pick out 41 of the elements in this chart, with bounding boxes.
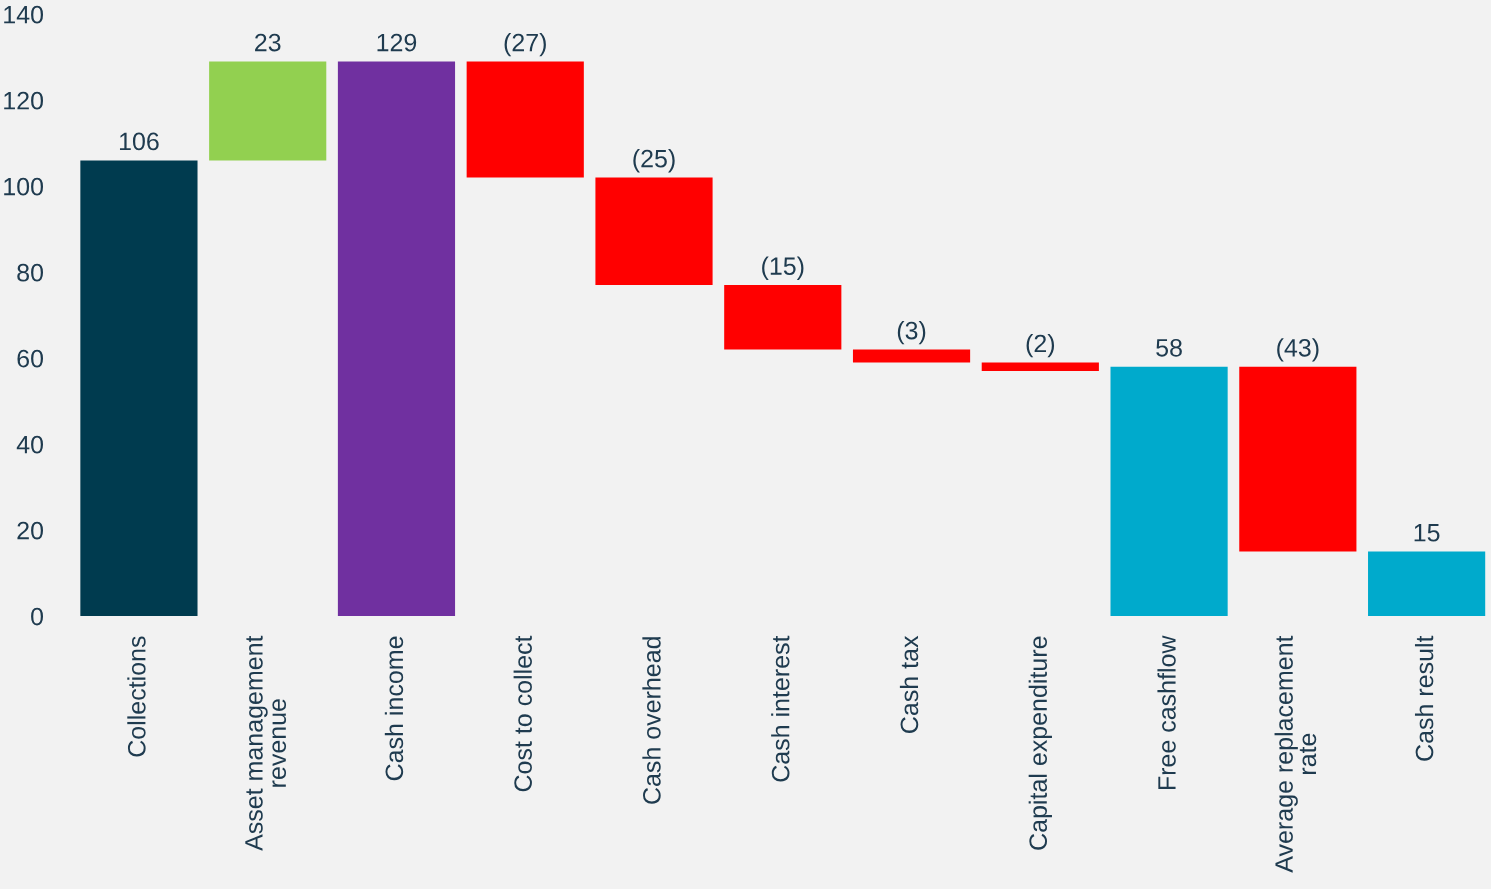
x-tick-label: Asset management revenue — [245, 635, 287, 851]
y-tick-label: 120 — [4, 91, 44, 110]
y-tick-label: 80 — [17, 263, 44, 282]
bar — [337, 61, 456, 617]
data-label: (25) — [633, 149, 675, 173]
bar — [209, 61, 327, 161]
y-tick-label: 20 — [17, 521, 44, 540]
data-label: (3) — [897, 321, 926, 345]
data-label: 15 — [1414, 524, 1440, 542]
data-label: 58 — [1156, 338, 1182, 357]
data-label: (27) — [504, 33, 546, 57]
y-tick-label: 100 — [4, 177, 44, 196]
x-tick-label: Free cashflow — [1157, 635, 1176, 790]
bar — [80, 160, 198, 617]
data-label: 106 — [119, 132, 159, 151]
x-tick-label: Capital expenditure — [1028, 636, 1052, 850]
y-tick-label: 0 — [31, 607, 44, 626]
x-tick-label: Average replacement rate — [1274, 635, 1317, 873]
bar — [595, 177, 713, 286]
bar — [852, 349, 971, 363]
x-tick-label: Cash overhead — [642, 637, 661, 804]
y-tick-label: 60 — [17, 349, 44, 368]
y-tick-label: 140 — [4, 5, 44, 24]
data-label: 23 — [255, 33, 281, 52]
bar — [1110, 366, 1228, 617]
bar — [981, 362, 1099, 372]
x-tick-label: Cash tax — [899, 635, 919, 733]
x-tick-label: Collections — [127, 636, 146, 757]
bar — [1239, 366, 1357, 552]
x-tick-label: Cost to collect — [513, 635, 532, 792]
bar — [724, 285, 842, 350]
data-label: (2) — [1026, 333, 1055, 358]
x-tick-label: Cash result — [1414, 635, 1434, 761]
x-tick-label: Cash interest — [771, 635, 790, 782]
bar — [1368, 551, 1486, 617]
y-tick-label: 40 — [16, 435, 44, 454]
data-label: (43) — [1277, 338, 1319, 362]
x-tick-label: Cash income — [384, 636, 404, 781]
bar — [466, 61, 584, 178]
data-label: (15) — [762, 256, 804, 280]
data-label: 129 — [377, 33, 417, 52]
